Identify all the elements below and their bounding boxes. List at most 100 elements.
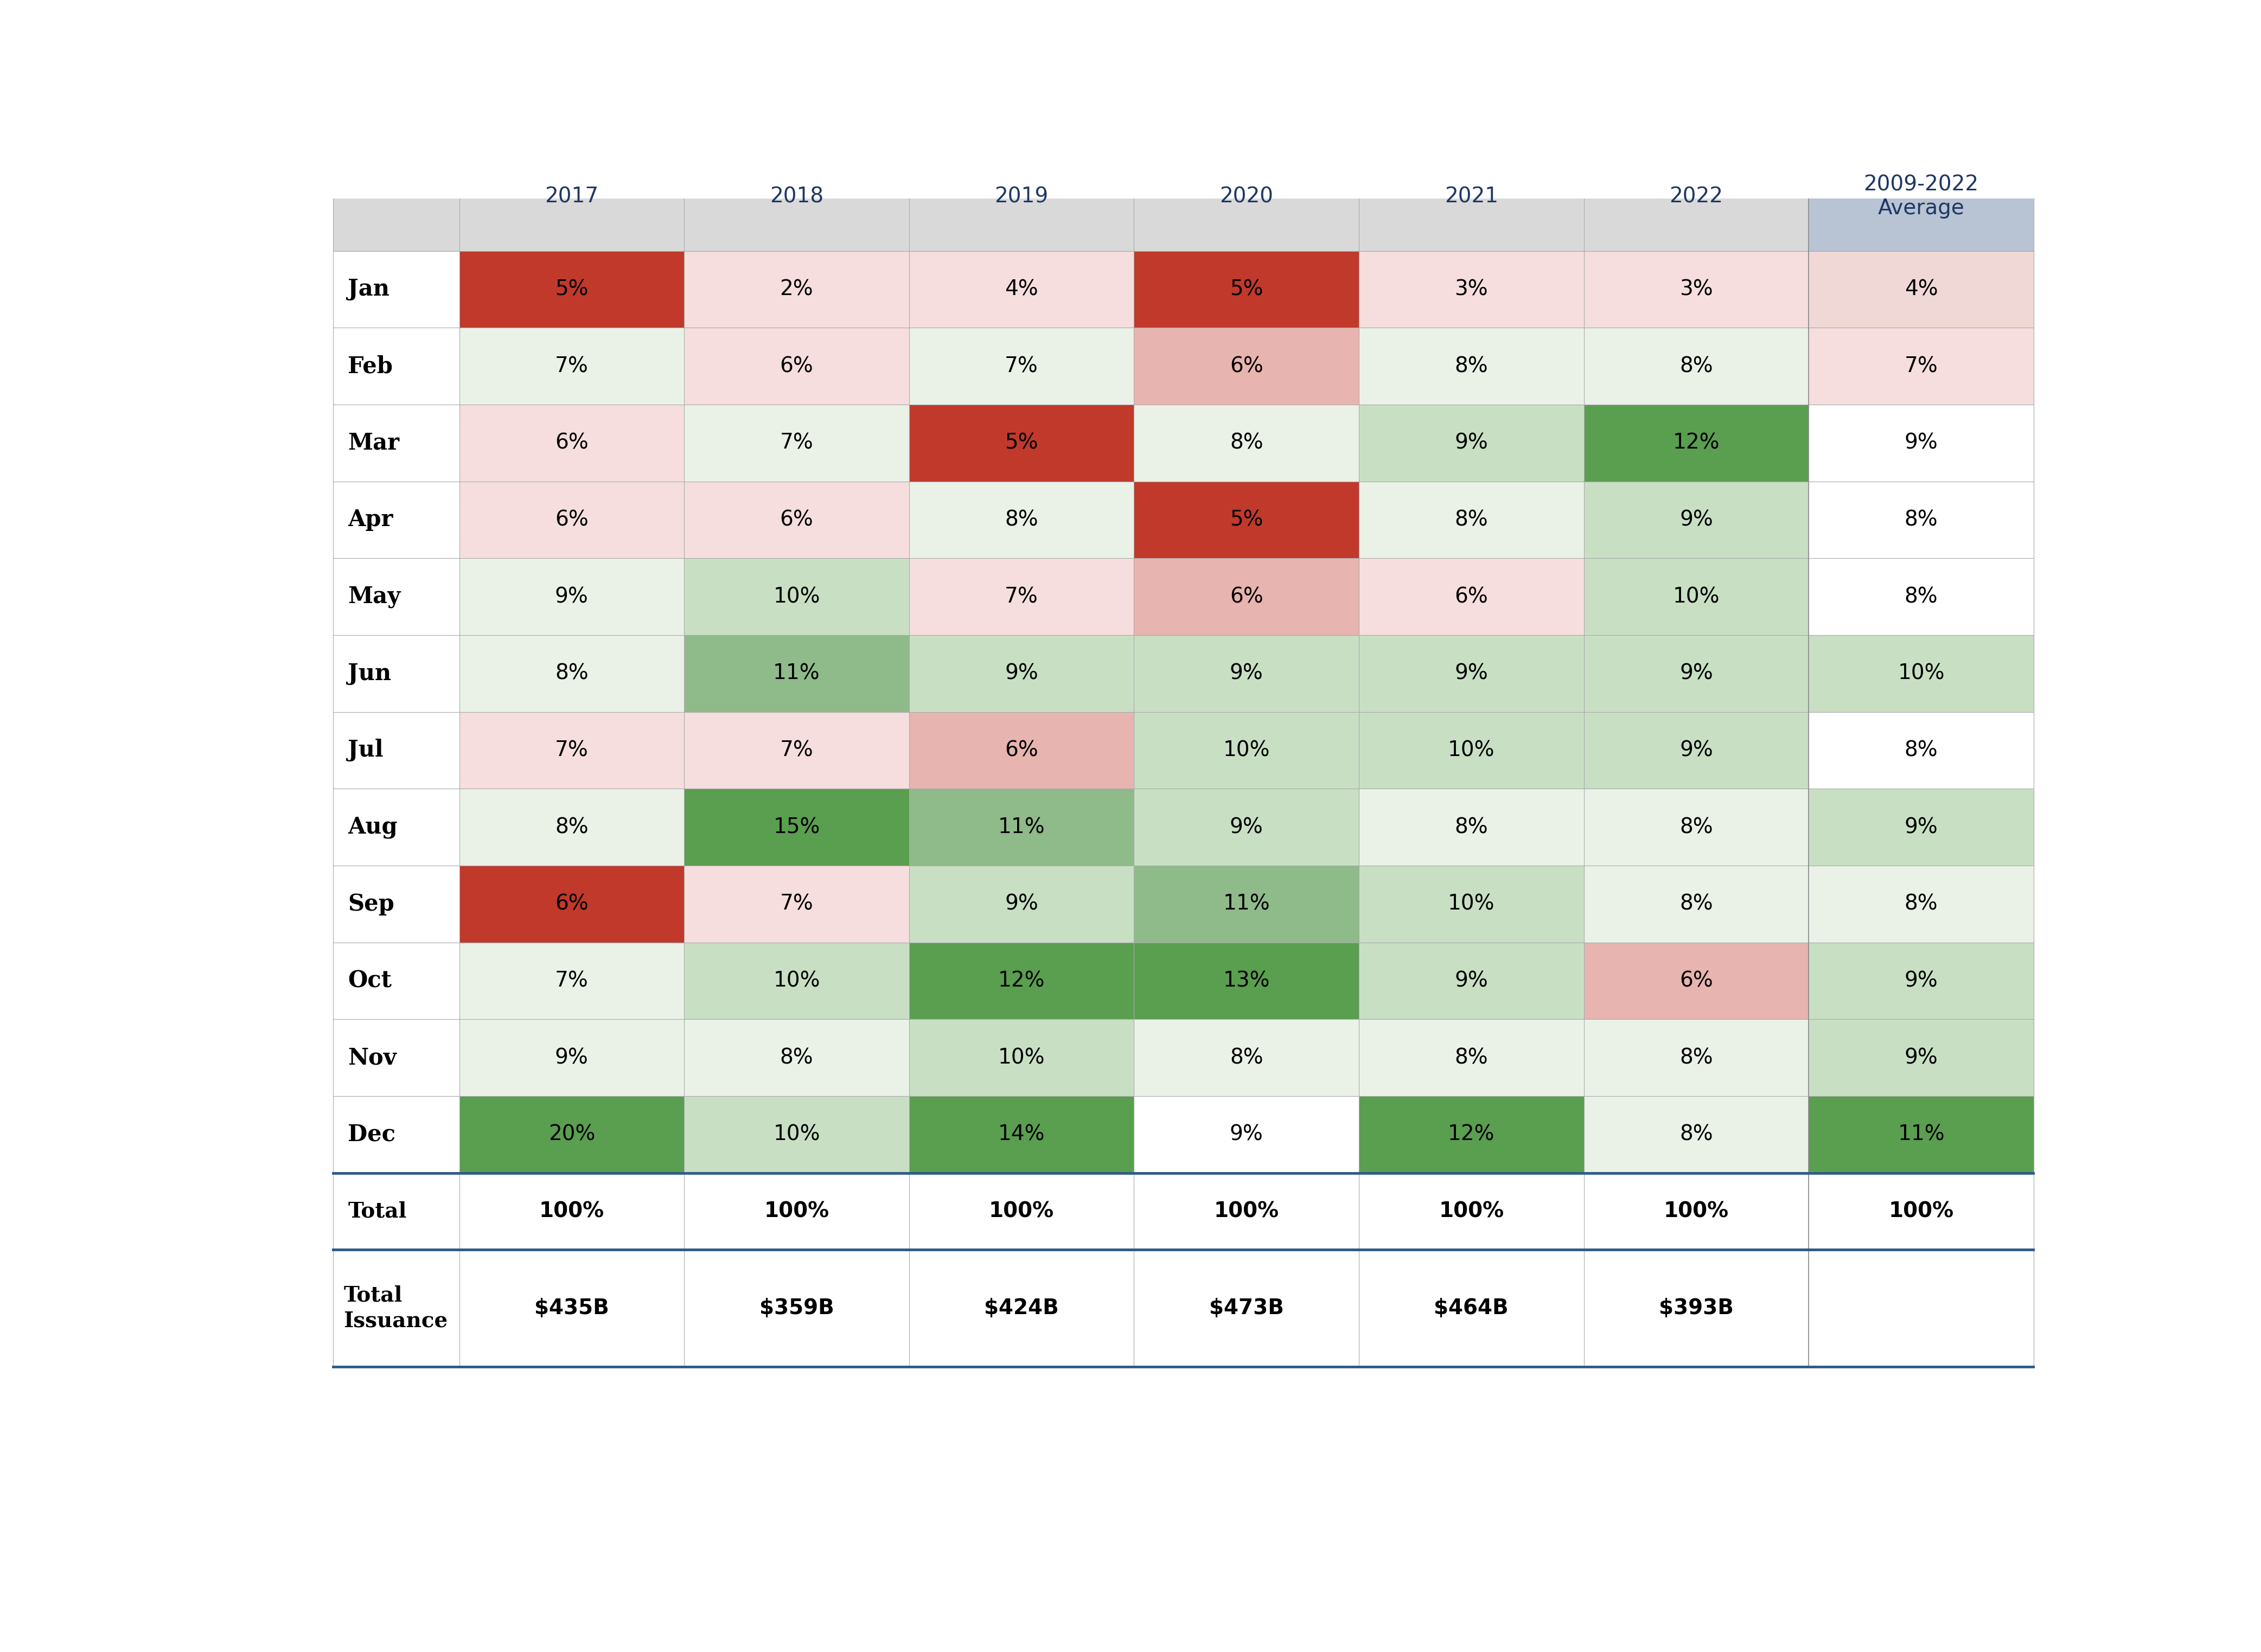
Bar xyxy=(1583,327,1809,405)
Bar xyxy=(1359,942,1583,1019)
Text: 9%: 9% xyxy=(1680,509,1714,530)
Text: Apr: Apr xyxy=(348,509,393,532)
Bar xyxy=(1359,405,1583,481)
Bar xyxy=(685,788,909,866)
Bar xyxy=(1583,788,1809,866)
Text: 7%: 7% xyxy=(780,740,814,760)
Text: 2022: 2022 xyxy=(1669,187,1723,206)
Text: 10%: 10% xyxy=(1447,740,1495,760)
Bar xyxy=(909,712,1135,788)
Bar xyxy=(459,866,685,942)
Bar xyxy=(1135,942,1359,1019)
Text: 100%: 100% xyxy=(988,1201,1054,1222)
Text: 5%: 5% xyxy=(1004,433,1038,453)
Bar xyxy=(685,866,909,942)
Bar xyxy=(1809,405,2033,481)
Text: 7%: 7% xyxy=(554,970,588,991)
Text: 12%: 12% xyxy=(1447,1125,1495,1145)
Text: 9%: 9% xyxy=(554,1047,588,1067)
Bar xyxy=(332,788,459,866)
Text: 4%: 4% xyxy=(1904,279,1938,299)
Text: 11%: 11% xyxy=(1223,894,1271,914)
Bar xyxy=(1809,942,2033,1019)
Text: Oct: Oct xyxy=(348,970,391,993)
Bar xyxy=(1359,788,1583,866)
Bar xyxy=(1359,558,1583,634)
Bar xyxy=(332,142,1809,251)
Bar xyxy=(909,558,1135,634)
Text: 6%: 6% xyxy=(1230,586,1264,606)
Bar xyxy=(1583,558,1809,634)
Bar xyxy=(685,1019,909,1095)
Text: 6%: 6% xyxy=(1454,586,1488,606)
Text: 12%: 12% xyxy=(997,970,1045,991)
Text: Jun: Jun xyxy=(348,662,391,686)
Bar xyxy=(1583,942,1809,1019)
Text: 2020: 2020 xyxy=(1219,187,1273,206)
Bar xyxy=(1359,327,1583,405)
Text: 9%: 9% xyxy=(1454,662,1488,684)
Bar xyxy=(332,634,459,712)
Text: 13%: 13% xyxy=(1223,970,1271,991)
Text: 5%: 5% xyxy=(1230,509,1264,530)
Text: 8%: 8% xyxy=(554,816,588,838)
Bar xyxy=(332,1019,459,1095)
Bar xyxy=(1809,1019,2033,1095)
Text: 8%: 8% xyxy=(1680,816,1714,838)
Text: 10%: 10% xyxy=(773,586,821,606)
Text: Aug: Aug xyxy=(348,816,398,839)
Bar xyxy=(332,558,459,634)
Text: 9%: 9% xyxy=(1230,1125,1264,1145)
Text: 6%: 6% xyxy=(554,509,588,530)
Bar xyxy=(1135,1095,1359,1173)
Bar xyxy=(909,1019,1135,1095)
Bar xyxy=(459,251,685,327)
Text: 6%: 6% xyxy=(554,894,588,914)
Bar xyxy=(1583,1019,1809,1095)
Text: 9%: 9% xyxy=(1004,894,1038,914)
Bar xyxy=(909,788,1135,866)
Text: 2021: 2021 xyxy=(1445,187,1499,206)
Text: 6%: 6% xyxy=(1004,740,1038,760)
Text: $473B: $473B xyxy=(1210,1298,1284,1318)
Text: Dec: Dec xyxy=(348,1123,396,1146)
Text: 8%: 8% xyxy=(1004,509,1038,530)
Text: 4%: 4% xyxy=(1004,279,1038,299)
Bar xyxy=(459,942,685,1019)
Text: Jan: Jan xyxy=(348,278,389,301)
Bar xyxy=(1809,634,2033,712)
Text: 9%: 9% xyxy=(554,586,588,606)
Text: Mar: Mar xyxy=(348,431,400,454)
Bar xyxy=(909,1095,1135,1173)
Text: 7%: 7% xyxy=(554,355,588,377)
Bar xyxy=(1583,481,1809,558)
Text: 15%: 15% xyxy=(773,816,821,838)
Bar xyxy=(1359,481,1583,558)
Text: 9%: 9% xyxy=(1904,970,1938,991)
Bar xyxy=(459,634,685,712)
Bar xyxy=(1359,251,1583,327)
Bar xyxy=(1359,866,1583,942)
Text: 7%: 7% xyxy=(780,894,814,914)
Bar xyxy=(685,327,909,405)
Text: 7%: 7% xyxy=(780,433,814,453)
Text: 5%: 5% xyxy=(1230,279,1264,299)
Text: 8%: 8% xyxy=(1454,1047,1488,1067)
Bar xyxy=(909,405,1135,481)
Text: 100%: 100% xyxy=(1664,1201,1730,1222)
Bar xyxy=(1809,481,2033,558)
Text: 10%: 10% xyxy=(1447,894,1495,914)
Bar xyxy=(332,405,459,481)
Text: 9%: 9% xyxy=(1454,970,1488,991)
Bar xyxy=(685,558,909,634)
Text: 100%: 100% xyxy=(1214,1201,1280,1222)
Text: $424B: $424B xyxy=(984,1298,1058,1318)
Bar xyxy=(1809,251,2033,327)
Bar xyxy=(459,327,685,405)
Bar xyxy=(1583,634,1809,712)
Bar xyxy=(459,481,685,558)
Bar xyxy=(459,1095,685,1173)
Bar xyxy=(909,942,1135,1019)
Text: 8%: 8% xyxy=(1230,1047,1264,1067)
Bar xyxy=(1583,1095,1809,1173)
